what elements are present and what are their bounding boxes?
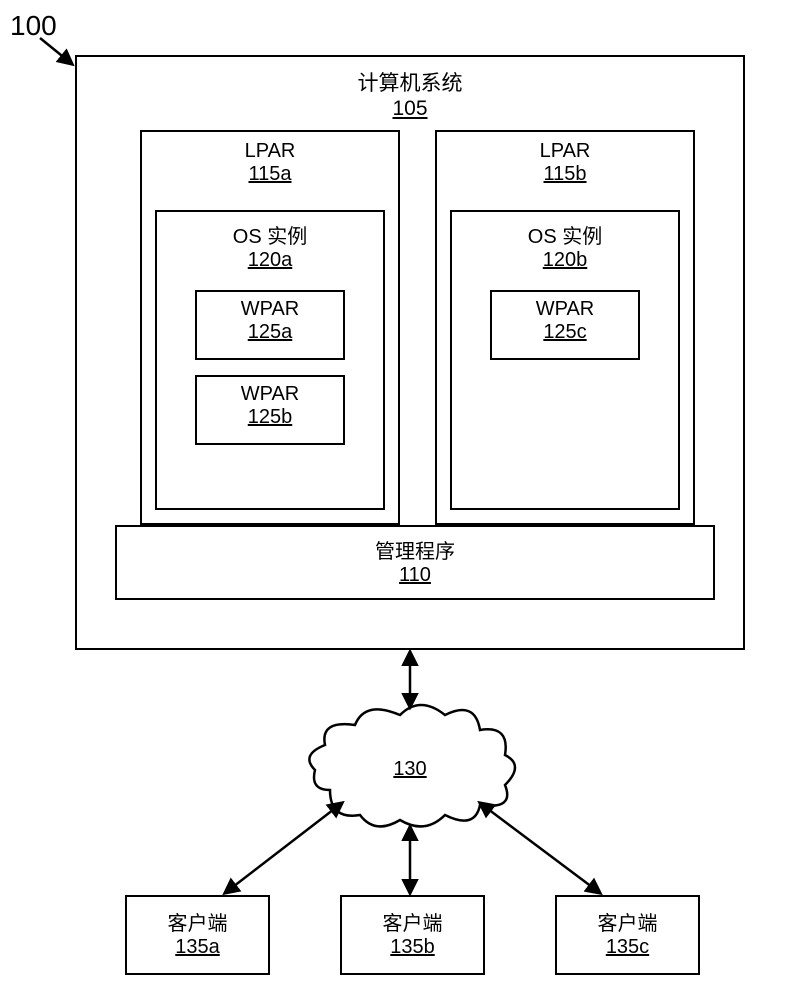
- client-b-title: 客户端: [342, 907, 483, 936]
- cloud-id-text: 130: [393, 758, 426, 780]
- client-a-title: 客户端: [127, 907, 268, 936]
- wpar-a2-id: 125b: [197, 406, 343, 429]
- lpar-b-title: LPAR: [437, 140, 693, 163]
- system-architecture-diagram: 100 计算机系统 105 LPAR 115a LPAR 115b OS 实例 …: [0, 0, 801, 1000]
- client-a-box: 客户端 135a: [125, 895, 270, 975]
- client-c-box: 客户端 135c: [555, 895, 700, 975]
- client-c-id: 135c: [557, 936, 698, 959]
- client-a-id: 135a: [127, 936, 268, 959]
- computer-system-id: 105: [77, 97, 743, 121]
- os-a-title: OS 实例: [157, 220, 383, 249]
- os-b-id: 120b: [452, 249, 678, 272]
- os-a-box: OS 实例 120a: [155, 210, 385, 510]
- arrow-cloud-client-a: [225, 803, 342, 893]
- os-b-title: OS 实例: [452, 220, 678, 249]
- os-b-box: OS 实例 120b: [450, 210, 680, 510]
- wpar-a1-id: 125a: [197, 321, 343, 344]
- wpar-a1-title: WPAR: [197, 298, 343, 321]
- wpar-a1-box: WPAR 125a: [195, 290, 345, 360]
- figure-number: 100: [10, 10, 57, 42]
- wpar-a2-title: WPAR: [197, 383, 343, 406]
- os-a-id: 120a: [157, 249, 383, 272]
- lpar-a-title: LPAR: [142, 140, 398, 163]
- hypervisor-id: 110: [117, 564, 713, 587]
- cloud-shape: 130: [309, 705, 515, 826]
- client-c-title: 客户端: [557, 907, 698, 936]
- lpar-b-id: 115b: [437, 163, 693, 186]
- arrow-cloud-client-c: [480, 803, 600, 893]
- hypervisor-box: 管理程序 110: [115, 525, 715, 600]
- wpar-b1-box: WPAR 125c: [490, 290, 640, 360]
- client-b-box: 客户端 135b: [340, 895, 485, 975]
- computer-system-title: 计算机系统: [77, 67, 743, 97]
- wpar-a2-box: WPAR 125b: [195, 375, 345, 445]
- client-b-id: 135b: [342, 936, 483, 959]
- hypervisor-title: 管理程序: [117, 535, 713, 564]
- lpar-a-id: 115a: [142, 163, 398, 186]
- wpar-b1-title: WPAR: [492, 298, 638, 321]
- wpar-b1-id: 125c: [492, 321, 638, 344]
